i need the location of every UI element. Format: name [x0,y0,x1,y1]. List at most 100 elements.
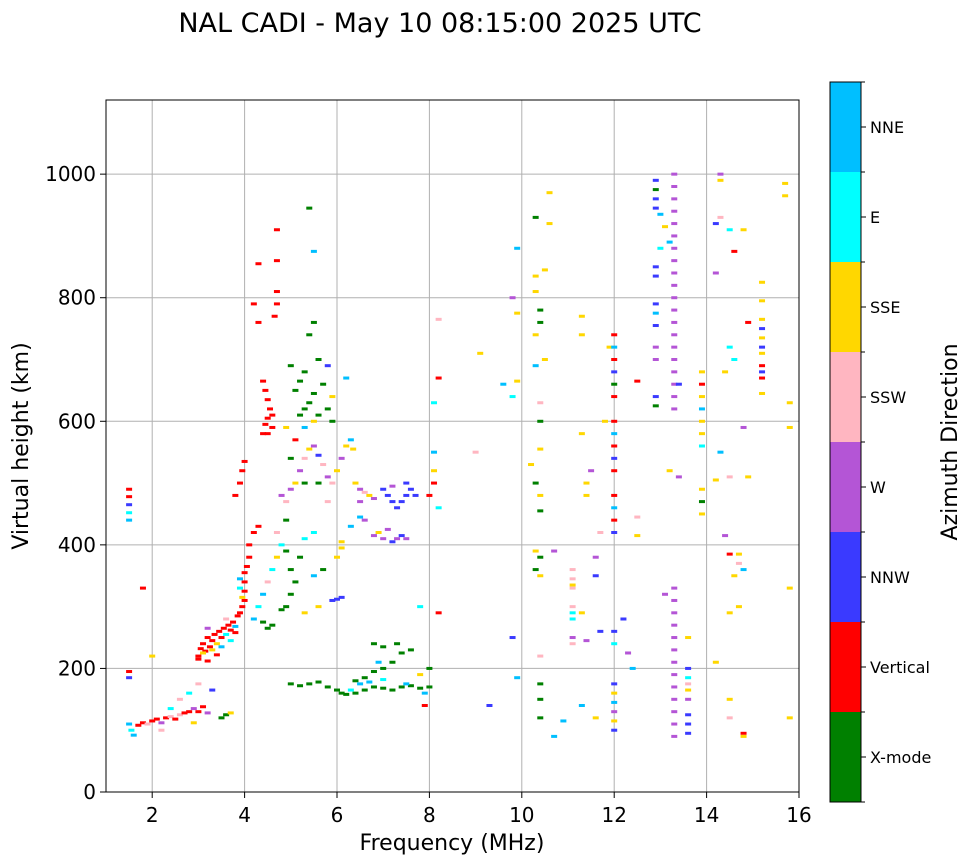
data-point [357,487,364,491]
data-point [149,654,156,658]
data-point [671,710,678,714]
data-point [588,469,595,473]
data-point [786,425,793,429]
data-point [611,493,618,497]
data-point [195,710,202,714]
data-point [380,678,387,682]
data-point [403,493,410,497]
data-point [338,595,345,599]
data-point [675,475,682,479]
data-point [569,583,576,587]
data-point [431,469,438,473]
data-point [509,395,516,399]
data-point [740,228,747,232]
data-point [236,577,243,581]
data-point [357,682,364,686]
x-tick-label: 6 [331,803,344,827]
data-point [361,688,368,692]
data-point [671,271,678,275]
data-point [537,401,544,405]
data-point [551,549,558,553]
data-point [167,707,174,711]
data-point [712,660,719,664]
data-point [338,691,345,695]
data-point [671,259,678,263]
data-point [225,623,232,627]
data-point [671,320,678,324]
data-point [380,645,387,649]
data-point [532,215,539,219]
data-point [698,512,705,516]
data-point [431,481,438,485]
data-point [782,181,789,185]
data-point [745,475,752,479]
data-point [287,592,294,596]
data-point [629,666,636,670]
data-point [398,685,405,689]
data-point [671,382,678,386]
data-point [338,540,345,544]
data-point [310,444,317,448]
data-point [236,611,243,615]
data-point [569,577,576,581]
data-point [269,413,276,417]
data-point [726,611,733,615]
data-point [717,450,724,454]
data-point [370,642,377,646]
data-point [634,534,641,538]
data-point [213,642,220,646]
data-point [671,209,678,213]
data-point [403,537,410,541]
data-point [250,617,257,621]
data-point [759,351,766,355]
data-point [269,568,276,572]
data-point [260,592,267,596]
chart-title: NAL CADI - May 10 08:15:00 2025 UTC [178,8,701,39]
data-point [271,314,278,318]
data-point [273,302,280,306]
colorbar-tick-label: E [870,208,880,227]
data-point [759,336,766,340]
data-point [611,469,618,473]
data-point [537,320,544,324]
x-tick-label: 2 [146,803,159,827]
data-point [278,493,285,497]
data-point [712,271,719,275]
data-point [297,555,304,559]
data-point [759,370,766,374]
data-point [782,194,789,198]
data-point [306,206,313,210]
data-point [417,686,424,690]
data-point [338,456,345,460]
colorbar-tick-label: SSW [870,388,906,407]
data-point [532,481,539,485]
data-point [158,728,165,732]
data-point [625,651,632,655]
data-point [334,469,340,473]
data-point [352,679,359,683]
data-point [269,425,276,429]
data-point [278,543,285,547]
data-point [611,345,618,349]
data-point [306,682,313,686]
data-point [662,225,669,229]
data-point [759,364,766,368]
data-point [329,598,336,602]
data-point [389,688,396,692]
data-point [740,425,747,429]
data-point [130,733,137,737]
data-point [546,222,553,226]
data-point [712,478,719,482]
y-tick-label: 600 [58,409,96,433]
data-point [260,620,267,624]
data-point [352,481,359,485]
data-point [537,555,544,559]
data-point [209,648,216,652]
data-point [671,598,678,602]
data-point [227,639,234,643]
data-point [287,364,294,368]
data-point [204,711,211,715]
x-axis-label: Frequency (MHz) [360,831,545,856]
data-point [735,552,742,556]
data-point [394,506,401,510]
